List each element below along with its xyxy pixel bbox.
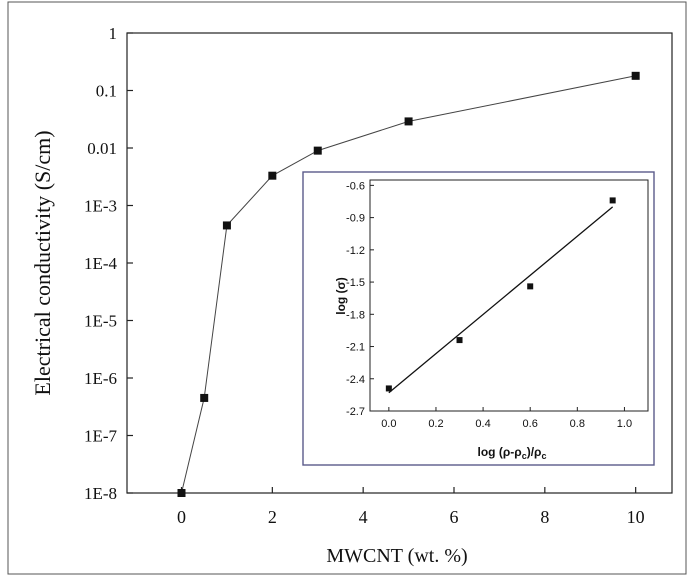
main-data-point [200, 393, 209, 402]
main-x-tick-label: 10 [627, 507, 645, 527]
main-x-tick-label: 0 [177, 507, 186, 527]
inset-y-tick-label: -2.1 [346, 342, 365, 354]
main-chart: 1 0.1 0.01 1E-3 1E-4 1E-5 1E-6 1E-7 1E-8 0 2 4 6 8 10… [30, 24, 673, 567]
main-y-ticks: 1 0.1 0.01 1E-3 1E-4 1E-5 1E-6 1E-7 1E-8 [84, 24, 133, 503]
main-series-markers [177, 71, 640, 497]
inset-data-point [456, 337, 463, 344]
inset-y-tick-label: -2.7 [346, 406, 365, 418]
inset-chart: -0.6-0.9-1.2-1.5-1.8-2.1-2.4-2.7 0.0 0.2 0… [302, 171, 655, 466]
main-y-tick-label: 0.01 [87, 139, 117, 158]
inset-plot-frame [369, 179, 649, 412]
inset-xlabel-sub-2: c [541, 451, 546, 461]
inset-y-tick-label: -1.2 [346, 245, 365, 257]
inset-xlabel-sub-1: c [522, 451, 527, 461]
inset-data-point [385, 385, 392, 392]
inset-y-ticks: -0.6 -0.9 -1.2 -1.5 -1.8 -2.1 -2.4 -2.7 [346, 180, 374, 418]
main-y-axis-label: Electrical conductivity (S/cm) [30, 130, 55, 395]
main-data-point [404, 117, 413, 126]
main-y-tick-label: 1E-4 [84, 254, 118, 273]
inset-xlabel-part-2: )/ρ [527, 445, 542, 459]
inset-data-point [609, 197, 616, 204]
main-y-tick-label: 1E-6 [84, 369, 117, 388]
inset-x-tick-label: 0.6 [523, 418, 538, 430]
inset-x-axis-label: log (ρ-ρc)/ρc [478, 445, 547, 461]
inset-series-markers [385, 197, 616, 392]
inset-y-tick-label: -0.6 [346, 180, 365, 192]
inset-x-tick-label: 0.0 [381, 418, 396, 430]
main-data-point [631, 71, 640, 80]
main-y-tick-label: 1E-8 [84, 484, 117, 503]
main-x-tick-label: 2 [268, 507, 277, 527]
main-x-ticks: 0 2 4 6 8 10 [177, 487, 645, 527]
main-x-axis-label: MWCNT (wt. %) [326, 545, 467, 567]
inset-y-tick-label: -1.5 [346, 277, 365, 289]
main-data-point [222, 221, 231, 230]
main-data-point [177, 489, 186, 497]
inset-x-ticks: 0.0 0.2 0.4 0.6 0.8 1.0 [381, 407, 632, 430]
main-data-point [268, 171, 277, 180]
figure-border [7, 1, 687, 575]
inset-x-tick-label: 1.0 [617, 418, 632, 430]
inset-xlabel-part-1: log (ρ-ρ [478, 445, 522, 459]
inset-x-tick-label: 0.8 [570, 418, 585, 430]
main-y-tick-label: 1 [109, 24, 118, 43]
inset-y-axis-label: log (σ) [334, 277, 348, 315]
inset-y-tick-label: -1.8 [346, 309, 365, 321]
main-x-tick-label: 4 [359, 507, 368, 527]
main-x-tick-label: 8 [540, 507, 549, 527]
main-x-tick-label: 6 [450, 507, 459, 527]
main-y-tick-label: 0.1 [96, 82, 117, 101]
inset-x-tick-label: 0.4 [475, 418, 490, 430]
inset-x-tick-label: 0.2 [428, 418, 443, 430]
main-y-tick-label: 1E-5 [84, 312, 117, 331]
main-y-tick-label: 1E-3 [84, 197, 117, 216]
inset-fit-line [388, 206, 614, 394]
main-y-tick-label: 1E-7 [84, 427, 118, 446]
inset-y-tick-label: -0.9 [346, 213, 365, 225]
inset-y-tick-label: -2.4 [346, 374, 365, 386]
main-data-point [313, 146, 322, 155]
inset-data-point [527, 283, 534, 290]
